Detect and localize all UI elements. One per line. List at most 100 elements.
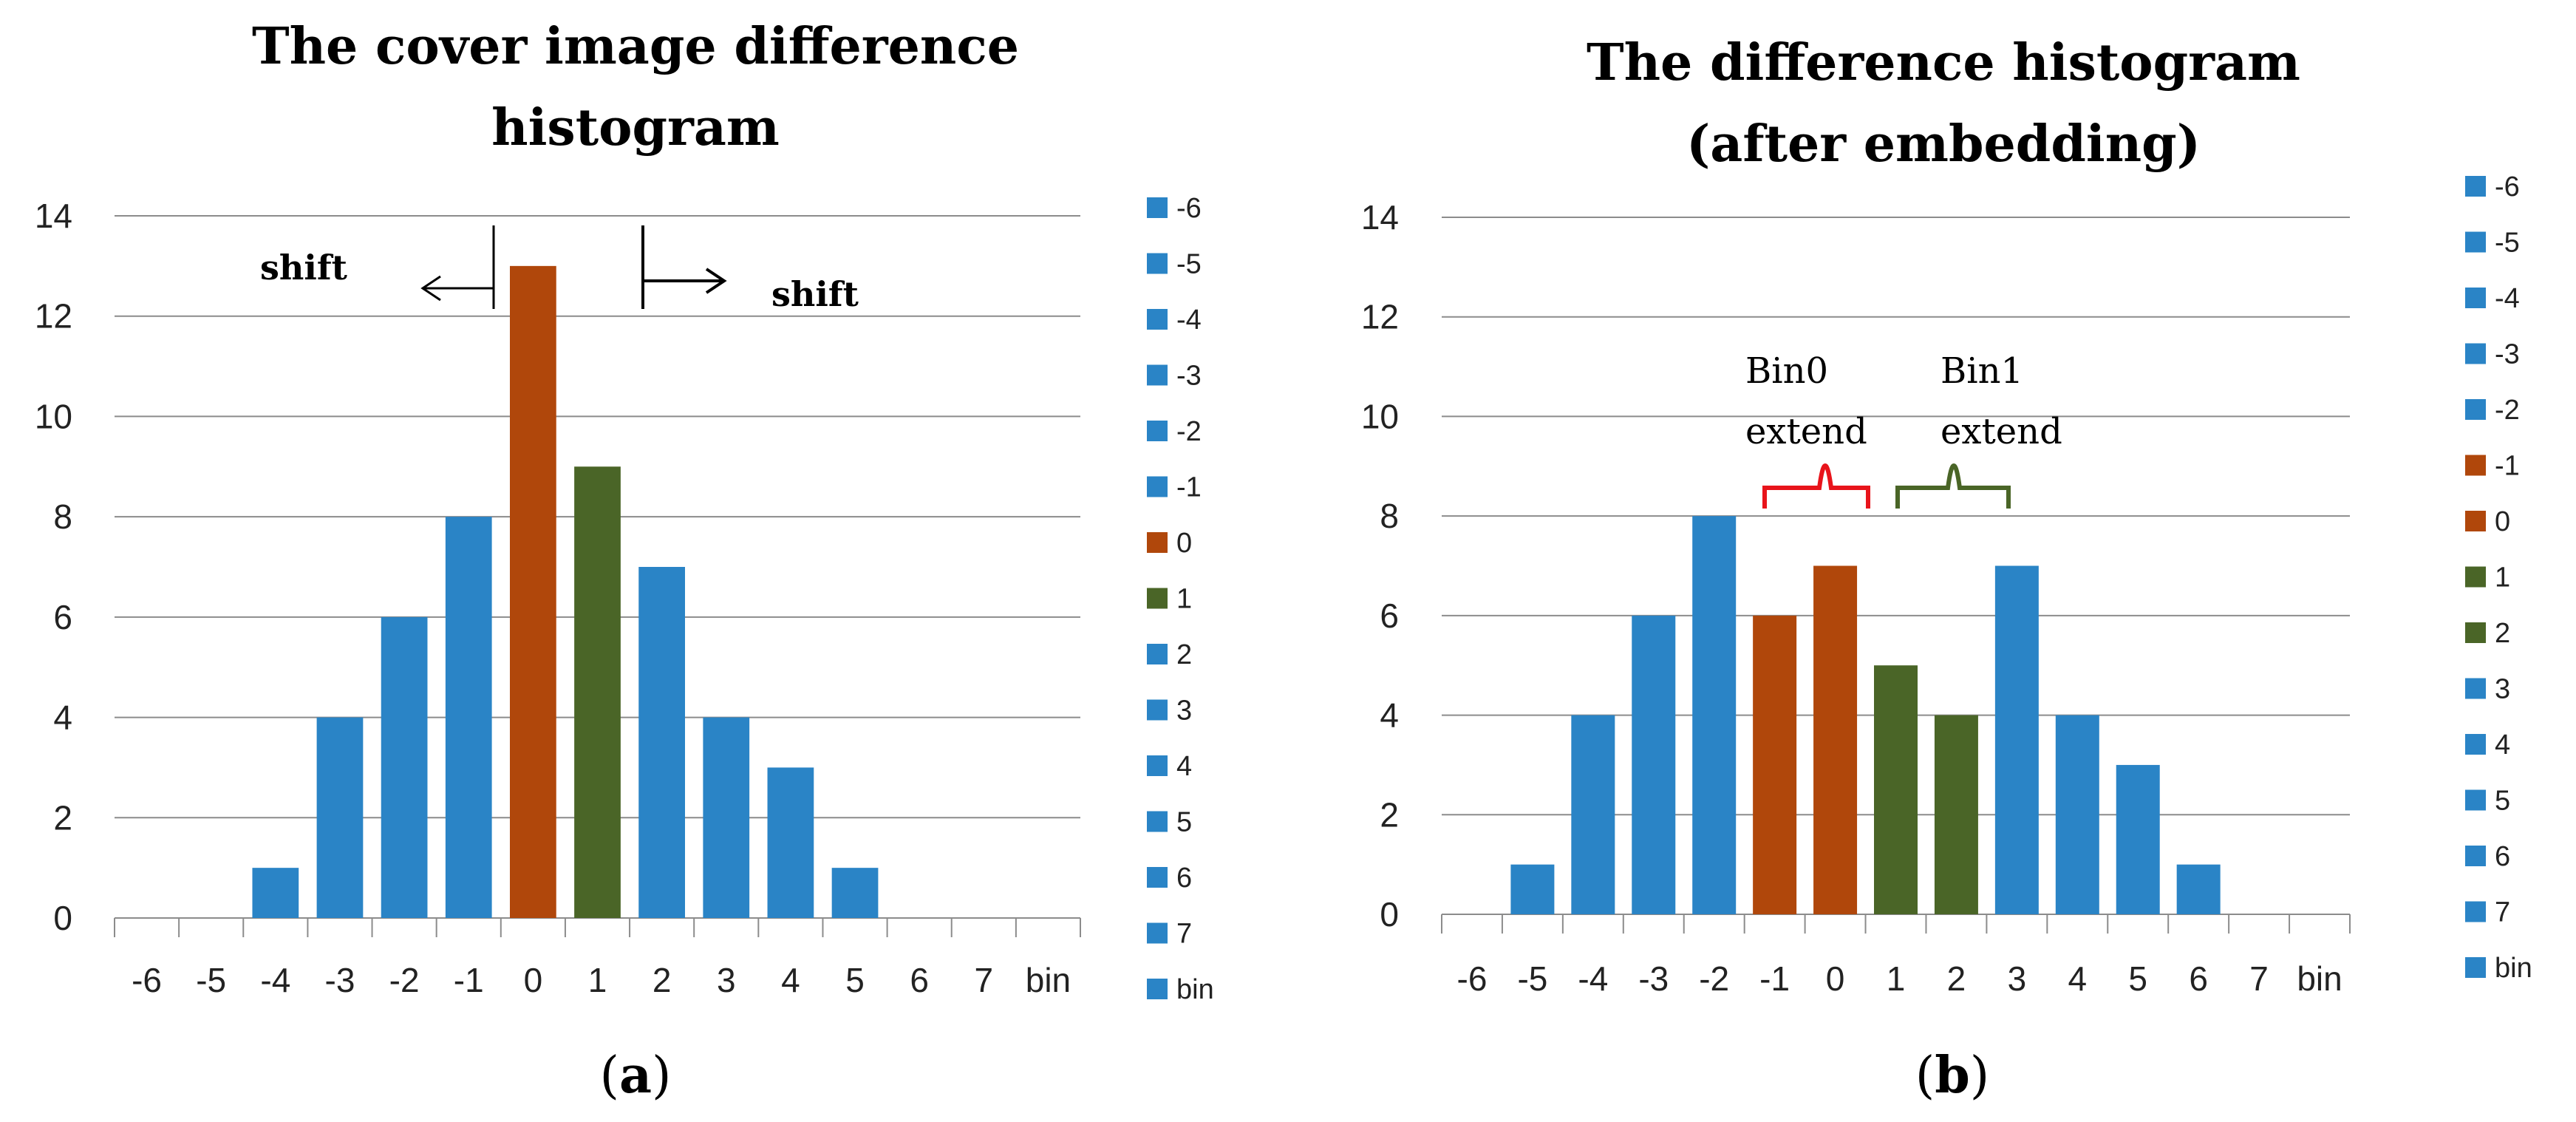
chart-b-legend-swatch — [2465, 511, 2486, 531]
chart-b-legend-swatch — [2465, 957, 2486, 978]
chart-a-legend-label: -2 — [1176, 416, 1202, 447]
chart-a-ytick-label: 14 — [35, 197, 72, 235]
chart-b-xtick-label: 2 — [1947, 959, 1966, 998]
chart-a-legend-swatch — [1147, 197, 1168, 218]
chart-b-xtick-label: -5 — [1517, 959, 1547, 998]
chart-b-legend-swatch — [2465, 176, 2486, 197]
chart-b-ytick-label: 4 — [1380, 696, 1399, 735]
chart-a-ytick-label: 10 — [35, 397, 72, 435]
chart-a-xtick-label: 5 — [845, 961, 865, 999]
chart-b-xtick-label: 5 — [2128, 959, 2147, 998]
bin0-label-line-1: Bin0 — [1745, 350, 1828, 392]
chart-a-xtick-label: 0 — [524, 961, 543, 999]
caption-a-open: ( — [599, 1047, 619, 1105]
chart-b-xtick-label: 0 — [1826, 959, 1845, 998]
chart-a-legend-swatch — [1147, 867, 1168, 888]
chart-b-bar — [2116, 764, 2160, 914]
chart-b-legend-label: -5 — [2495, 228, 2520, 259]
chart-a-legend-label: 6 — [1176, 863, 1192, 894]
chart-b-legend-label: -2 — [2495, 395, 2520, 426]
chart-a-bar — [638, 567, 686, 918]
chart-b-legend-label: 2 — [2495, 618, 2510, 649]
chart-b-ytick-label: 14 — [1361, 198, 1399, 237]
chart-b-title-line-2: (after embedding) — [1686, 115, 2201, 174]
bin1-label-line-2: extend — [1940, 411, 2062, 452]
chart-a-ytick-label: 0 — [53, 899, 72, 937]
chart-b-bar — [1571, 715, 1615, 914]
caption-a-letter: a — [619, 1046, 652, 1105]
chart-a-legend-swatch — [1147, 309, 1168, 330]
chart-b-xtick-label: -2 — [1699, 959, 1729, 998]
chart-a-legend-swatch — [1147, 364, 1168, 386]
chart-b-xtick-label: -6 — [1457, 959, 1488, 998]
chart-a-xtick-label: 7 — [975, 961, 994, 999]
chart-a-legend-swatch — [1147, 979, 1168, 999]
chart-b-legend-swatch — [2465, 399, 2486, 420]
chart-b-legend-swatch — [2465, 901, 2486, 922]
chart-b-ytick-label: 10 — [1361, 397, 1399, 435]
chart-a-legend-label: 4 — [1176, 751, 1192, 782]
chart-b-legend-swatch — [2465, 678, 2486, 699]
chart-b-legend-label: 0 — [2495, 506, 2510, 537]
chart-a-bar — [574, 466, 621, 918]
chart-a-bar — [316, 717, 364, 918]
chart-a-xtick-label: -2 — [389, 961, 420, 999]
chart-a-xtick-label: bin — [1026, 961, 1071, 999]
chart-b-xtick-label: 6 — [2189, 959, 2208, 998]
chart-b-legend-swatch — [2465, 789, 2486, 811]
chart-b-ytick-label: 0 — [1380, 895, 1399, 934]
bin1-brace-icon — [1895, 463, 2011, 509]
shift-right-label: shift — [771, 274, 859, 314]
chart-b-legend-swatch — [2465, 566, 2486, 588]
chart-a-xtick-label: 2 — [652, 961, 672, 999]
chart-b-legend-label: -1 — [2495, 451, 2520, 482]
chart-a-legend-label: -4 — [1176, 305, 1202, 336]
bin0-label-line-2: extend — [1745, 411, 1867, 452]
chart-b-legend-label: 1 — [2495, 562, 2510, 594]
chart-b-legend-swatch — [2465, 622, 2486, 643]
chart-a-legend-label: 5 — [1176, 807, 1192, 838]
chart-b-legend-label: -4 — [2495, 283, 2520, 314]
shift-left-label: shift — [260, 248, 348, 288]
chart-b-bar — [1874, 665, 1918, 914]
chart-b-legend-label: 4 — [2495, 730, 2510, 761]
shift-right-arrow-icon — [641, 225, 727, 309]
chart-a-legend-label: -6 — [1176, 193, 1202, 224]
chart-b-legend-swatch — [2465, 734, 2486, 755]
chart-a-legend-swatch — [1147, 922, 1168, 944]
chart-a-legend-label: -5 — [1176, 249, 1202, 280]
chart-a-legend-swatch — [1147, 699, 1168, 721]
chart-b-legend-label: -6 — [2495, 171, 2520, 203]
chart-a-legend-label: 0 — [1176, 528, 1192, 559]
chart-a-xtick-label: -3 — [325, 961, 355, 999]
chart-a-legend-swatch — [1147, 253, 1168, 274]
chart-b-xtick-label: 7 — [2249, 959, 2269, 998]
chart-b-bar — [1813, 565, 1858, 914]
chart-a-bar — [381, 616, 428, 918]
chart-b-bar — [1994, 565, 2039, 914]
chart-a-xtick-label: 3 — [717, 961, 736, 999]
chart-a-legend-swatch — [1147, 588, 1168, 609]
chart-panel-b: The difference histogram (after embeddin… — [1361, 33, 2532, 1105]
chart-b-title-line-1: The difference histogram — [1587, 33, 2300, 92]
chart-a-bar — [703, 717, 750, 918]
chart-a-bar — [831, 868, 879, 918]
chart-panel-a: The cover image difference histogram 0 2 4… — [35, 17, 1214, 1105]
caption-a: (a) — [599, 1046, 671, 1105]
chart-b-legend-label: 3 — [2495, 674, 2510, 705]
caption-b-letter: b — [1935, 1046, 1970, 1105]
chart-a-bar — [509, 265, 556, 918]
chart-b-legend-swatch — [2465, 846, 2486, 866]
chart-a-ytick-label: 2 — [53, 798, 72, 837]
caption-a-close: ) — [652, 1047, 672, 1105]
chart-a-legend-swatch — [1147, 811, 1168, 832]
chart-a-legend-label: 7 — [1176, 919, 1192, 950]
chart-b-legend-swatch — [2465, 455, 2486, 476]
chart-b-xtick-label: 3 — [2008, 959, 2027, 998]
chart-b-bar — [1934, 715, 1978, 914]
chart-b-xtick-label: bin — [2297, 959, 2342, 998]
chart-a-xtick-label: -1 — [454, 961, 484, 999]
shift-left-arrow-icon — [420, 225, 495, 309]
chart-b-xtick-label: -1 — [1759, 959, 1790, 998]
chart-a-legend-label: bin — [1176, 974, 1214, 1005]
